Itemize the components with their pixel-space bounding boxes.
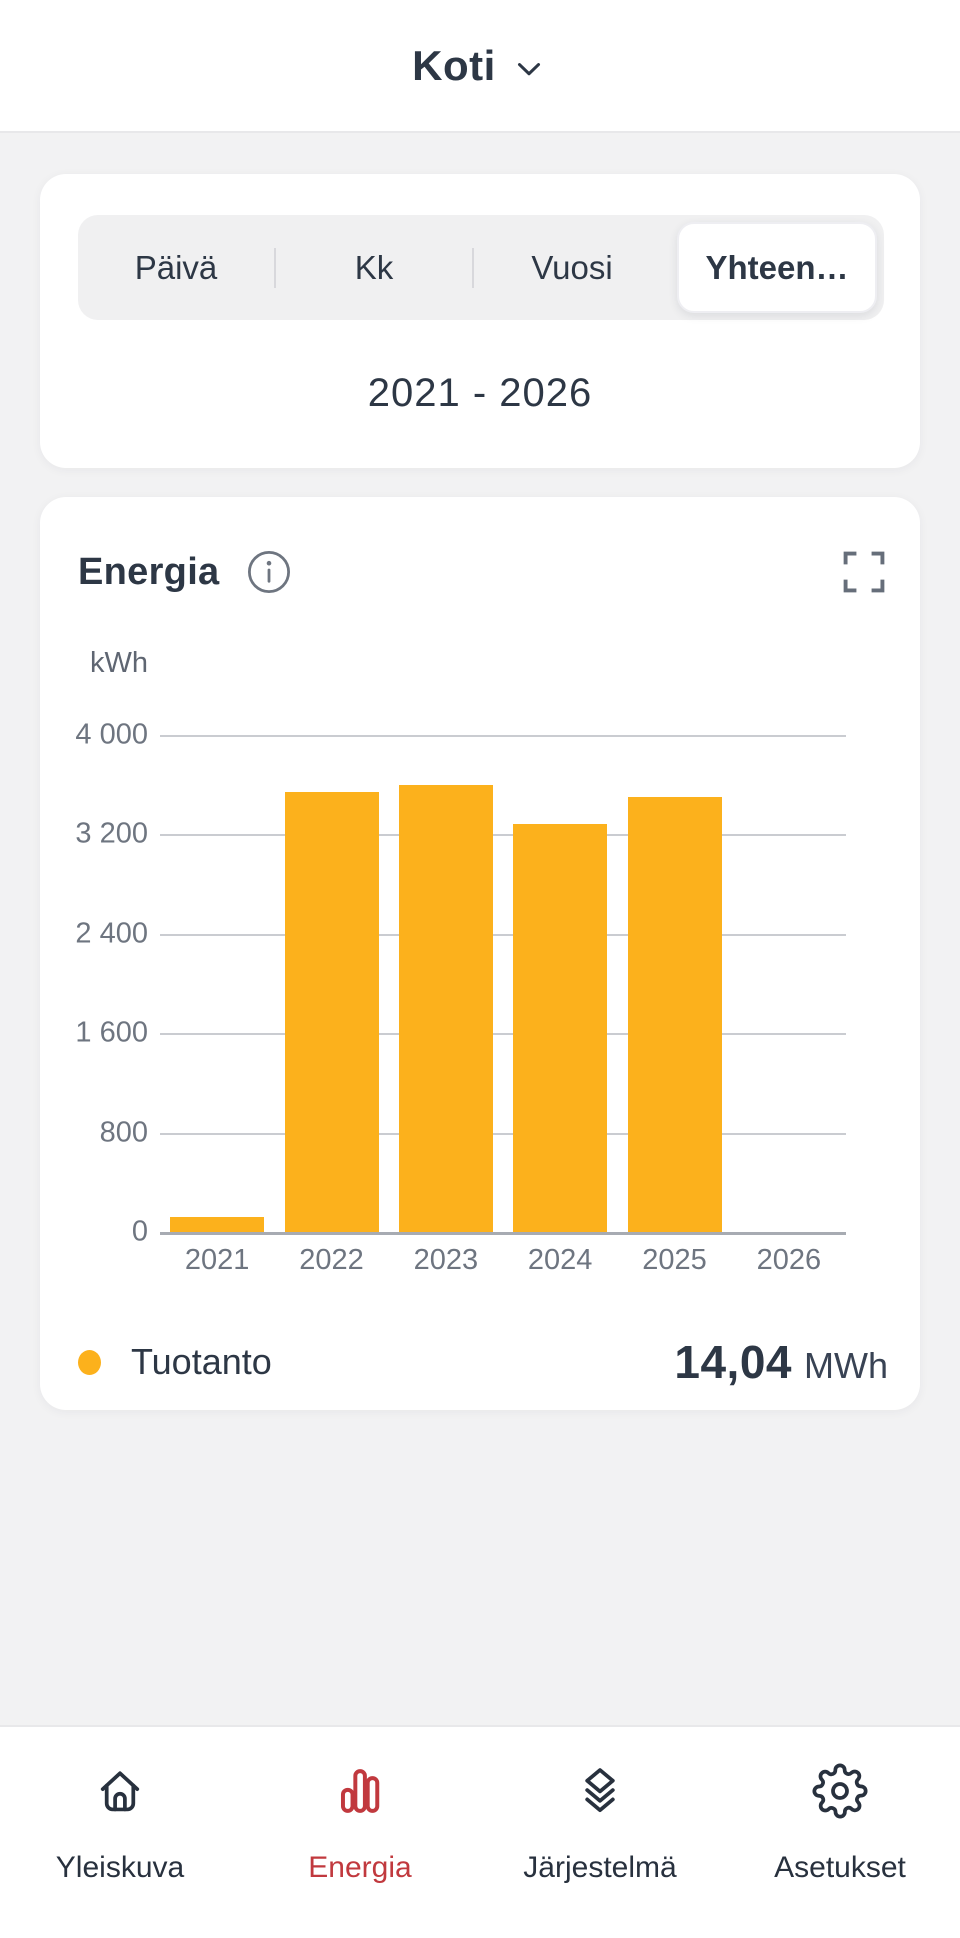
tab-vuosi[interactable]: Vuosi xyxy=(531,248,613,286)
date-range-label: 2021 - 2026 xyxy=(367,371,593,415)
card-title: Energia xyxy=(78,550,220,593)
nav-item-asetukset[interactable]: Asetukset xyxy=(720,1727,960,1938)
period-card: Päivä Kk Vuosi Yhteen… 2021 - 2026 xyxy=(40,174,920,468)
energy-chart: 4 000 3 200 2 400 1 600 800 0 2021 2022 2023 2024… xyxy=(75,719,846,1276)
gridline-1600 xyxy=(160,1033,846,1036)
energy-card: Energia kWh 4 000 3 200 2 400 1 600 800 0 2021… xyxy=(40,497,920,1410)
tab-yhteenveto[interactable]: Yhteen… xyxy=(677,222,877,313)
y-tick-label: 800 xyxy=(99,1116,148,1149)
tab-paiva[interactable]: Päivä xyxy=(134,248,218,286)
nav-label: Energia xyxy=(308,1851,412,1884)
home-icon xyxy=(100,1771,140,1812)
tab-kk[interactable]: Kk xyxy=(354,248,394,286)
y-tick-label: 4 000 xyxy=(75,718,148,751)
x-tick-label-2022: 2022 xyxy=(299,1244,364,1276)
energy-card-header: Energia xyxy=(78,541,890,603)
tab-separator xyxy=(472,247,474,288)
tab-separator xyxy=(274,247,276,288)
gear-icon xyxy=(812,1763,868,1819)
fullscreen-icon[interactable] xyxy=(838,546,890,598)
y-tick-label: 3 200 xyxy=(75,817,148,850)
bottom-nav: Yleiskuva Energia Järjestelmä Asetukse xyxy=(0,1725,960,1938)
x-tick-label-2025: 2025 xyxy=(642,1244,707,1276)
bar-2022[interactable] xyxy=(284,792,379,1232)
y-tick-label: 1 600 xyxy=(75,1016,148,1049)
gridline-4000 xyxy=(160,735,846,737)
legend-series-tuotanto[interactable]: Tuotanto xyxy=(78,1341,272,1383)
y-axis-unit: kWh xyxy=(90,647,148,679)
site-selector[interactable]: Koti xyxy=(412,42,548,90)
total-value: 14,04 xyxy=(674,1336,792,1388)
x-tick-label-2024: 2024 xyxy=(527,1244,593,1276)
chevron-down-icon xyxy=(517,62,540,75)
page-title: Koti xyxy=(412,41,496,89)
bar-2023[interactable] xyxy=(398,784,493,1232)
nav-item-jarjestelma[interactable]: Järjestelmä xyxy=(480,1727,720,1938)
period-tabs: Päivä Kk Vuosi Yhteen… xyxy=(78,215,884,320)
nav-item-energia[interactable]: Energia xyxy=(240,1727,480,1938)
app-header: Koti xyxy=(0,0,960,133)
nav-label: Asetukset xyxy=(774,1851,906,1884)
x-tick-label-2023: 2023 xyxy=(413,1244,479,1276)
x-tick-label-2026: 2026 xyxy=(756,1244,822,1276)
gridline-2400 xyxy=(160,933,846,936)
nav-label: Järjestelmä xyxy=(523,1851,677,1884)
x-tick-label-2021: 2021 xyxy=(184,1244,250,1276)
nav-item-yleiskuva[interactable]: Yleiskuva xyxy=(0,1727,240,1938)
y-tick-label: 2 400 xyxy=(75,917,148,950)
bar-2025[interactable] xyxy=(627,797,722,1232)
nav-label: Yleiskuva xyxy=(55,1851,185,1884)
total-production: 14,04 MWh xyxy=(674,1335,888,1389)
legend-label: Tuotanto xyxy=(131,1341,272,1382)
bar-chart-icon xyxy=(340,1769,380,1813)
total-unit: MWh xyxy=(804,1345,888,1386)
gridline-3200 xyxy=(160,834,846,837)
bar-2021[interactable] xyxy=(170,1217,265,1232)
bar-2024[interactable] xyxy=(513,824,608,1232)
chart-legend: Tuotanto 14,04 MWh xyxy=(78,1332,888,1392)
legend-dot xyxy=(78,1349,101,1375)
y-tick-label: 0 xyxy=(131,1215,148,1248)
gridline-800 xyxy=(160,1132,846,1135)
info-icon[interactable] xyxy=(245,548,293,596)
gridline-0 xyxy=(160,1232,846,1235)
layers-icon xyxy=(585,1768,615,1812)
